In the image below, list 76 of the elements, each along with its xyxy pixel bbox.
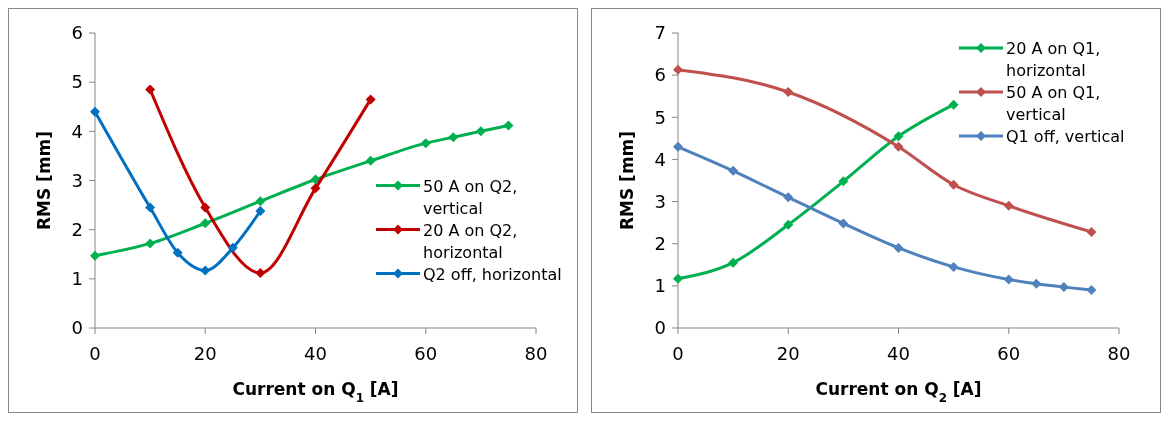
point: [200, 265, 211, 276]
point: [893, 131, 904, 142]
y-tick-label: 3: [654, 190, 666, 212]
point: [948, 261, 959, 272]
point: [838, 176, 849, 187]
y-tick-label: 4: [654, 148, 666, 170]
x-axis-title: Current on Q$_{2}$ [A]: [815, 379, 982, 405]
y-tick-label: 7: [654, 22, 666, 44]
point: [145, 238, 156, 249]
point: [200, 218, 211, 229]
y-tick-label: 1: [654, 275, 666, 297]
x-tick-label: 60: [414, 343, 438, 364]
point: [673, 141, 683, 152]
point: [255, 267, 266, 278]
point: [145, 84, 156, 95]
legend-label: 50 A on Q1, vertical: [1006, 83, 1101, 124]
point: [90, 250, 100, 261]
y-tick-label: 0: [654, 317, 666, 339]
point: [1086, 226, 1097, 237]
x-tick-label: 60: [997, 343, 1021, 364]
x-tick-label: 80: [1107, 343, 1131, 364]
point: [783, 219, 794, 230]
point: [365, 155, 376, 166]
point: [227, 242, 238, 253]
point: [448, 132, 459, 143]
x-tick-label: 20: [193, 343, 217, 364]
x-tick-label: 40: [304, 343, 327, 364]
point: [1031, 278, 1042, 289]
point: [145, 202, 156, 213]
point: [838, 218, 849, 229]
point: [728, 257, 739, 268]
point: [673, 273, 683, 284]
point: [783, 192, 794, 203]
point: [893, 242, 904, 253]
point: [783, 87, 794, 97]
point: [1086, 285, 1097, 296]
point: [365, 94, 376, 105]
legend-label: Q1 off, vertical: [1006, 127, 1125, 146]
point: [948, 179, 959, 190]
point: [673, 64, 683, 75]
point: [893, 141, 904, 152]
y-tick-label: 0: [71, 317, 83, 339]
point: [200, 202, 211, 213]
y-axis-title: RMS [mm]: [617, 130, 637, 231]
legend-label: 50 A on Q2, vertical: [423, 176, 518, 218]
y-tick-label: 4: [71, 120, 83, 142]
point: [503, 120, 514, 131]
y-tick-label: 6: [654, 64, 666, 86]
x-tick-label: 0: [672, 343, 684, 364]
y-tick-label: 5: [71, 71, 83, 93]
x-tick-label: 80: [524, 343, 548, 364]
point: [90, 106, 100, 117]
point: [172, 247, 183, 258]
point: [948, 99, 959, 110]
point: [1003, 274, 1014, 285]
legend-label: Q2 off, horizontal: [423, 264, 562, 284]
y-tick-label: 2: [654, 233, 666, 255]
x-tick-label: 0: [89, 343, 101, 364]
legend-label: 20 A on Q2, horizontal: [423, 220, 518, 262]
y-tick-label: 1: [71, 268, 83, 290]
x-tick-label: 40: [887, 343, 910, 364]
y-axis-title: RMS [mm]: [34, 130, 54, 231]
point: [420, 138, 431, 149]
x-tick-label: 20: [776, 343, 800, 364]
point: [475, 126, 486, 137]
point: [728, 165, 739, 176]
y-tick-label: 2: [71, 218, 83, 240]
point: [255, 205, 266, 216]
point: [310, 183, 321, 194]
y-tick-label: 5: [654, 106, 666, 128]
point: [255, 196, 266, 207]
legend-label: 20 A on Q1, horizontal: [1006, 39, 1101, 80]
point: [1003, 200, 1014, 211]
y-tick-label: 6: [71, 22, 83, 44]
x-axis-title: Current on Q$_{1}$ [A]: [232, 379, 399, 405]
y-tick-label: 3: [71, 169, 83, 191]
